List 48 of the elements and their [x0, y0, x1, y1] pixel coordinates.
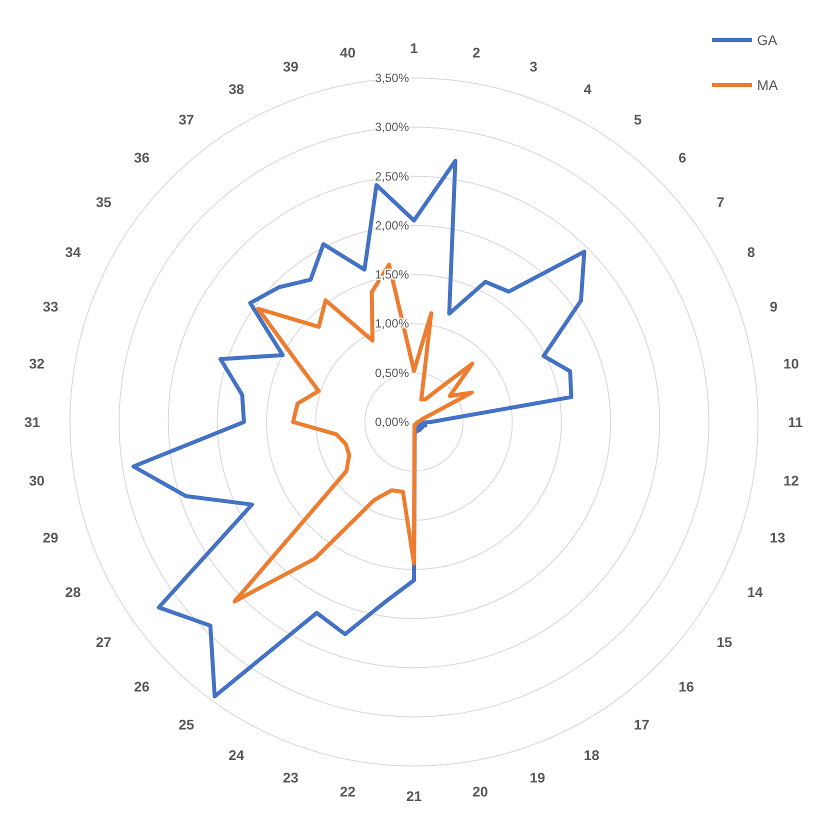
spoke-label: 15	[716, 634, 732, 650]
y-tick-label: 2,00%	[374, 218, 410, 232]
spoke-label: 40	[340, 44, 356, 61]
spoke-label: 32	[29, 355, 45, 372]
spoke-label: 26	[134, 678, 150, 694]
spoke-label: 5	[634, 111, 642, 128]
y-tick-label: 0,50%	[374, 366, 410, 380]
spoke-label: 20	[472, 783, 488, 800]
spoke-label: 13	[770, 530, 786, 546]
spoke-label: 29	[42, 530, 59, 546]
spoke-label: 3	[530, 58, 538, 74]
spoke-label: 31	[24, 414, 40, 430]
spoke-label: 19	[530, 770, 546, 786]
legend-label: GA	[757, 32, 778, 48]
spoke-label: 37	[178, 111, 194, 128]
spoke-label: 21	[406, 788, 422, 804]
spoke-label: 8	[747, 244, 756, 260]
spoke-label: 16	[678, 678, 694, 694]
spoke-label: 28	[65, 584, 81, 600]
spoke-label: 2	[472, 44, 481, 61]
spoke-label: 12	[783, 472, 800, 489]
spoke-label: 25	[178, 716, 194, 733]
spoke-label: 35	[96, 194, 112, 210]
spoke-label: 22	[340, 783, 356, 800]
spoke-label: 18	[584, 747, 600, 764]
spoke-label: 9	[770, 298, 778, 314]
spoke-label: 23	[282, 770, 299, 786]
spoke-label: 39	[282, 58, 299, 74]
spoke-label: 6	[678, 150, 686, 166]
spoke-label: 4	[584, 80, 592, 97]
spoke-label: 17	[634, 716, 650, 733]
spoke-label: 14	[747, 584, 764, 600]
y-tick-label: 2,50%	[374, 169, 410, 184]
y-tick-label: 3,00%	[374, 120, 410, 134]
spoke-label: 38	[228, 80, 244, 97]
legend-label: MA	[757, 77, 779, 93]
spoke-label: 33	[42, 298, 59, 314]
y-tick-label: 3,50%	[374, 71, 410, 85]
spoke-label: 10	[783, 355, 800, 372]
spoke-label: 24	[228, 747, 244, 764]
y-tick-label: 0,00%	[374, 415, 410, 429]
spoke-label: 36	[134, 150, 150, 166]
spoke-label: 7	[716, 194, 725, 210]
spoke-label: 34	[65, 244, 81, 260]
spoke-label: 11	[788, 414, 804, 430]
spoke-label: 1	[410, 40, 418, 56]
spoke-label: 30	[29, 472, 45, 489]
spoke-label: 27	[96, 634, 112, 650]
